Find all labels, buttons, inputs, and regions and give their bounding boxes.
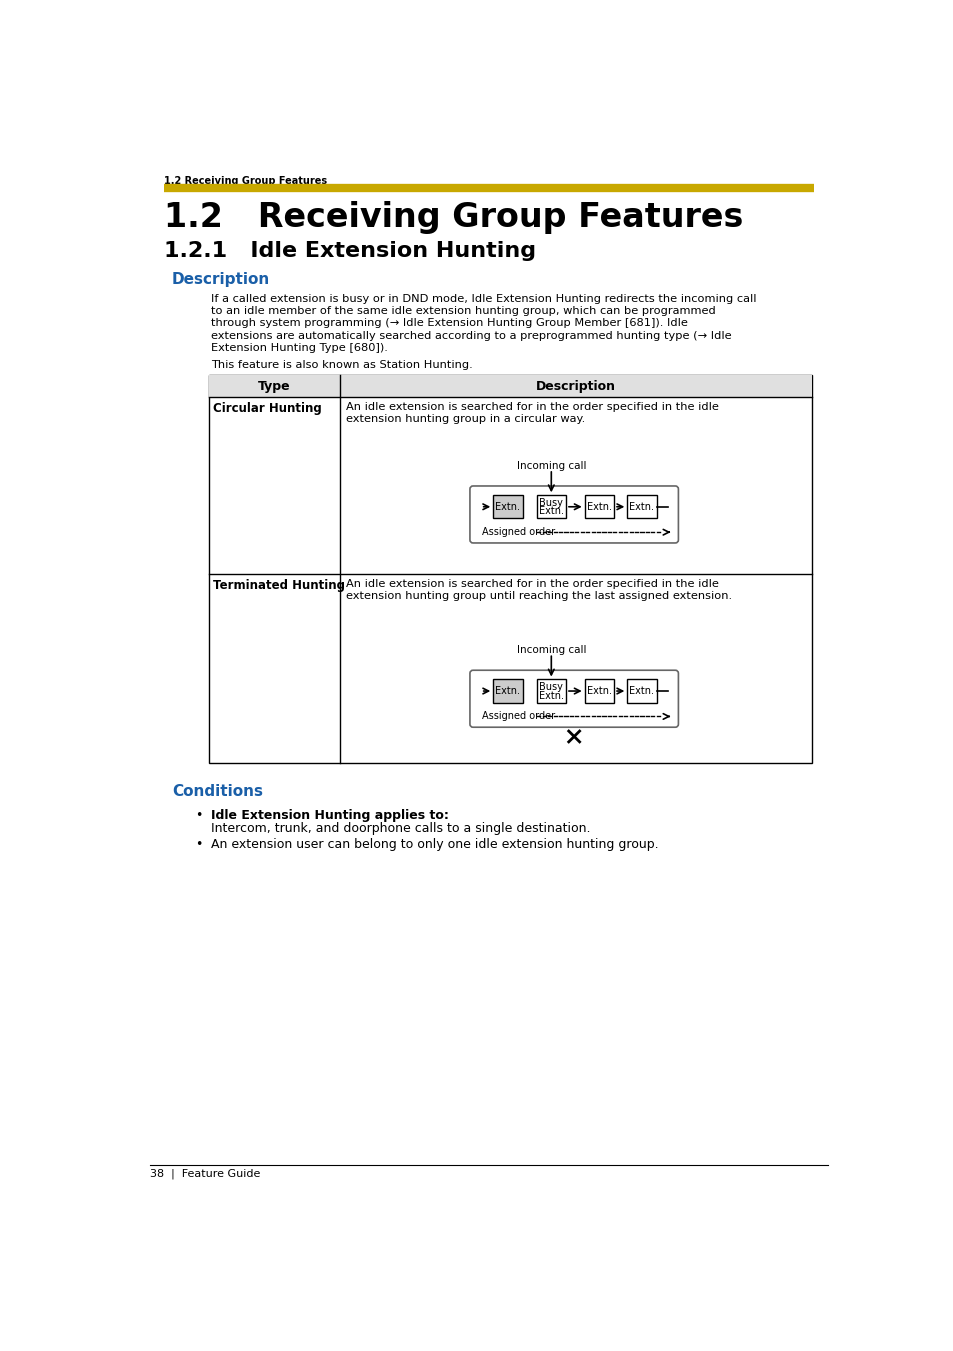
Bar xyxy=(493,680,522,703)
Text: Assigned order: Assigned order xyxy=(481,527,554,538)
Text: •: • xyxy=(195,809,203,821)
Text: extension hunting group until reaching the last assigned extension.: extension hunting group until reaching t… xyxy=(346,590,732,601)
Text: Extn.: Extn. xyxy=(495,686,520,696)
Bar xyxy=(627,680,656,703)
Text: Extn.: Extn. xyxy=(629,501,654,512)
Text: Extn.: Extn. xyxy=(586,686,611,696)
Text: Description: Description xyxy=(536,380,616,393)
Bar xyxy=(536,680,565,703)
Text: Incoming call: Incoming call xyxy=(516,461,585,470)
Text: Type: Type xyxy=(258,380,291,393)
Text: Incoming call: Incoming call xyxy=(516,644,585,655)
Text: Circular Hunting: Circular Hunting xyxy=(213,403,321,415)
Text: Extn.: Extn. xyxy=(538,690,563,701)
Text: Terminated Hunting: Terminated Hunting xyxy=(213,580,345,593)
Text: An idle extension is searched for in the order specified in the idle: An idle extension is searched for in the… xyxy=(346,403,719,412)
Bar xyxy=(584,496,614,519)
Text: Conditions: Conditions xyxy=(172,785,263,800)
Text: through system programming (→ Idle Extension Hunting Group Member [681]). Idle: through system programming (→ Idle Exten… xyxy=(211,319,687,328)
Bar xyxy=(209,376,811,397)
Text: extension hunting group in a circular way.: extension hunting group in a circular wa… xyxy=(346,413,585,424)
Text: Intercom, trunk, and doorphone calls to a single destination.: Intercom, trunk, and doorphone calls to … xyxy=(211,821,590,835)
Text: An idle extension is searched for in the order specified in the idle: An idle extension is searched for in the… xyxy=(346,580,719,589)
Bar xyxy=(493,496,522,519)
Text: Busy: Busy xyxy=(538,682,562,692)
Text: Assigned order: Assigned order xyxy=(481,712,554,721)
Text: Description: Description xyxy=(172,273,270,288)
Text: This feature is also known as Station Hunting.: This feature is also known as Station Hu… xyxy=(211,359,472,370)
Text: 1.2   Receiving Group Features: 1.2 Receiving Group Features xyxy=(164,201,742,234)
Bar xyxy=(536,496,565,519)
Text: 1.2 Receiving Group Features: 1.2 Receiving Group Features xyxy=(164,176,327,186)
Bar xyxy=(627,496,656,519)
Text: to an idle member of the same idle extension hunting group, which can be program: to an idle member of the same idle exten… xyxy=(211,307,715,316)
Bar xyxy=(209,376,811,763)
Text: 1.2.1   Idle Extension Hunting: 1.2.1 Idle Extension Hunting xyxy=(164,242,536,262)
Text: Extn.: Extn. xyxy=(629,686,654,696)
Text: 38  |  Feature Guide: 38 | Feature Guide xyxy=(150,1169,260,1179)
Text: extensions are automatically searched according to a preprogrammed hunting type : extensions are automatically searched ac… xyxy=(211,331,731,340)
Text: Extn.: Extn. xyxy=(586,501,611,512)
Text: Extn.: Extn. xyxy=(495,501,520,512)
Bar xyxy=(584,680,614,703)
Text: Busy: Busy xyxy=(538,499,562,508)
Text: If a called extension is busy or in DND mode, Idle Extension Hunting redirects t: If a called extension is busy or in DND … xyxy=(211,293,756,304)
Text: Extn.: Extn. xyxy=(538,507,563,516)
Text: Idle Extension Hunting applies to:: Idle Extension Hunting applies to: xyxy=(211,809,448,821)
Text: An extension user can belong to only one idle extension hunting group.: An extension user can belong to only one… xyxy=(211,838,658,851)
Text: Extension Hunting Type [680]).: Extension Hunting Type [680]). xyxy=(211,343,387,353)
Text: •: • xyxy=(195,838,203,851)
